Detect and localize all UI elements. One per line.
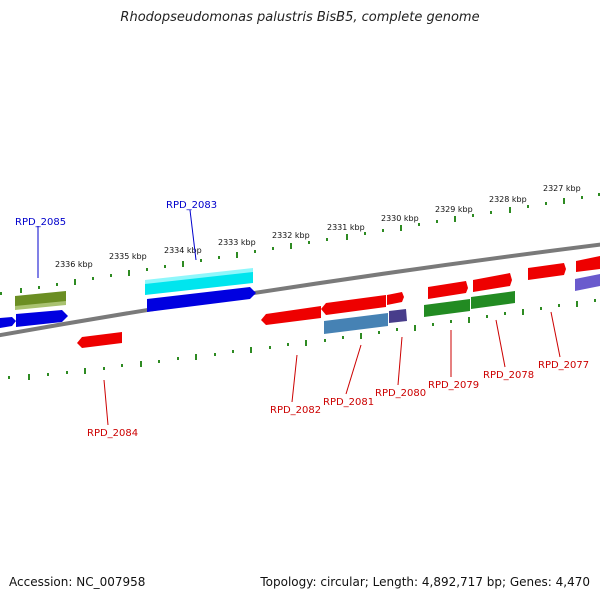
gene-blue-3[interactable] (147, 287, 256, 312)
gene-rpd-2078[interactable] (471, 291, 515, 309)
gene-label-rpd-2083[interactable]: RPD_2083 (166, 200, 217, 211)
gene-red-f2[interactable] (428, 281, 468, 299)
gene-label-rpd-2085[interactable]: RPD_2085 (15, 217, 66, 228)
gene-label-rpd-2082[interactable]: RPD_2082 (270, 405, 321, 416)
gene-blue-1[interactable] (0, 317, 16, 328)
accession-label: Accession: NC_007958 (9, 575, 146, 589)
tick-label-2335: 2335 kbp (109, 252, 147, 261)
gene-label-rpd-2079[interactable]: RPD_2079 (428, 380, 479, 391)
gene-rpd-2082b[interactable] (321, 295, 386, 315)
tick-label-2333: 2333 kbp (218, 238, 256, 247)
topology-label: Topology: circular; Length: 4,892,717 bp… (260, 575, 590, 589)
gene-red-f4[interactable] (528, 263, 566, 280)
tick-label-2336: 2336 kbp (55, 260, 93, 269)
gene-rpd-2081[interactable] (324, 313, 388, 334)
gene-red-f5[interactable] (576, 256, 600, 272)
tick-label-2331: 2331 kbp (327, 223, 365, 232)
gene-label-rpd-2077[interactable]: RPD_2077 (538, 360, 589, 371)
label-leaders (37, 209, 561, 426)
tick-label-2334: 2334 kbp (164, 246, 202, 255)
gene-rpd-2082[interactable] (261, 306, 321, 325)
tick-label-2329: 2329 kbp (435, 205, 473, 214)
gene-blue-2[interactable] (16, 310, 68, 327)
reverse-genes (77, 291, 515, 348)
genome-title: Rhodopseudomonas palustris BisB5, comple… (120, 10, 480, 25)
genome-backbone (0, 242, 600, 338)
gene-rpd-2080[interactable] (389, 309, 407, 323)
tick-labels: 2327 kbp 2328 kbp 2329 kbp 2330 kbp 2331… (55, 184, 581, 269)
gene-red-f3[interactable] (473, 273, 512, 292)
inner-tick-track (8, 299, 596, 380)
tick-label-2330: 2330 kbp (381, 214, 419, 223)
gene-label-rpd-2080[interactable]: RPD_2080 (375, 388, 426, 399)
tick-label-2327: 2327 kbp (543, 184, 581, 193)
gene-label-rpd-2078[interactable]: RPD_2078 (483, 370, 534, 381)
forward-genes (0, 256, 600, 328)
gene-red-f1[interactable] (387, 292, 404, 305)
gene-rpd-2079[interactable] (424, 299, 470, 317)
gene-rpd-2083[interactable] (145, 269, 253, 295)
gene-rpd-2084[interactable] (77, 332, 122, 348)
gene-purple-edge[interactable] (575, 274, 600, 291)
gene-label-rpd-2081[interactable]: RPD_2081 (323, 397, 374, 408)
tick-label-2332: 2332 kbp (272, 231, 310, 240)
tick-label-2328: 2328 kbp (489, 195, 527, 204)
outer-tick-track (0, 193, 600, 295)
gene-label-rpd-2084[interactable]: RPD_2084 (87, 428, 138, 439)
gene-labels: RPD_2085 RPD_2083 RPD_2084 RPD_2082 RPD_… (15, 200, 589, 439)
